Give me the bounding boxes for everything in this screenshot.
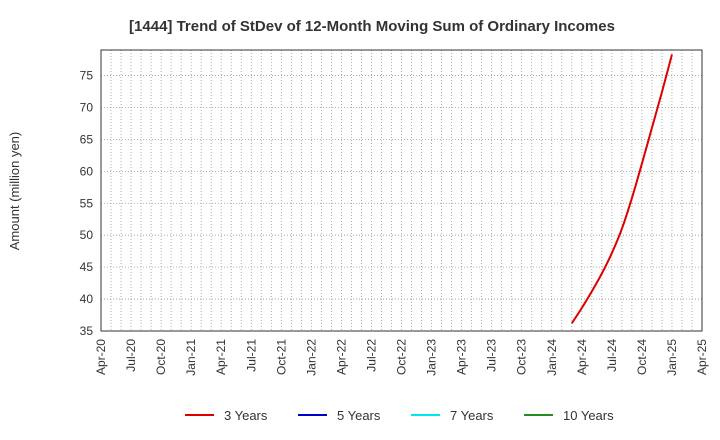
y-tick-label: 50 — [80, 228, 94, 242]
plot-area-frame — [100, 49, 703, 332]
y-tick-label: 45 — [80, 260, 94, 274]
y-axis-label: Amount (million yen) — [7, 132, 22, 251]
x-tick-label: Jul-20 — [124, 339, 138, 372]
x-tick-label: Jul-22 — [364, 339, 378, 372]
x-tick-label: Oct-23 — [515, 339, 529, 375]
x-tick-label: Jan-25 — [665, 339, 679, 376]
x-tick-label: Apr-21 — [214, 339, 228, 375]
x-tick-label: Oct-22 — [395, 339, 409, 375]
legend-label: 5 Years — [337, 408, 381, 423]
grid — [101, 50, 702, 331]
x-tick-label: Jan-23 — [425, 339, 439, 376]
chart-title: [1444] Trend of StDev of 12-Month Moving… — [129, 18, 615, 35]
x-tick-label: Oct-20 — [154, 339, 168, 375]
x-tick-label: Jul-24 — [605, 339, 619, 372]
series-line-3-years — [570, 54, 673, 324]
x-tick-label: Apr-22 — [334, 339, 348, 375]
x-tick-label: Jul-23 — [485, 339, 499, 372]
y-tick-label: 35 — [80, 324, 94, 338]
y-tick-label: 70 — [80, 100, 94, 114]
legend: 3 Years 5 Years 7 Years 10 Years — [185, 408, 614, 423]
legend-label: 7 Years — [450, 408, 494, 423]
x-tick-label: Jan-21 — [184, 339, 198, 376]
x-tick-label: Apr-20 — [94, 339, 108, 375]
x-tick-label: Apr-23 — [455, 339, 469, 375]
series-lines — [570, 54, 673, 324]
y-tick-label: 65 — [80, 132, 94, 146]
x-tick-label: Jan-22 — [304, 339, 318, 376]
y-tick-label: 60 — [80, 164, 94, 178]
x-tick-label: Jan-24 — [545, 339, 559, 376]
y-tick-label: 55 — [80, 196, 94, 210]
x-tick-label: Oct-21 — [274, 339, 288, 375]
x-tick-label: Oct-24 — [635, 339, 649, 375]
y-tick-label: 40 — [80, 292, 94, 306]
legend-label: 3 Years — [224, 408, 268, 423]
x-tick-label: Jul-21 — [244, 339, 258, 372]
x-tick-label: Apr-25 — [695, 339, 709, 375]
x-axis-ticks: Apr-20 Jul-20 Oct-20 Jan-21 Apr-21 Jul-21 Oct-… — [94, 339, 709, 376]
y-axis-ticks: 35 40 45 50 55 60 65 70 75 — [80, 69, 94, 338]
x-tick-label: Apr-24 — [575, 339, 589, 375]
y-tick-label: 75 — [80, 69, 94, 83]
legend-label: 10 Years — [563, 408, 614, 423]
